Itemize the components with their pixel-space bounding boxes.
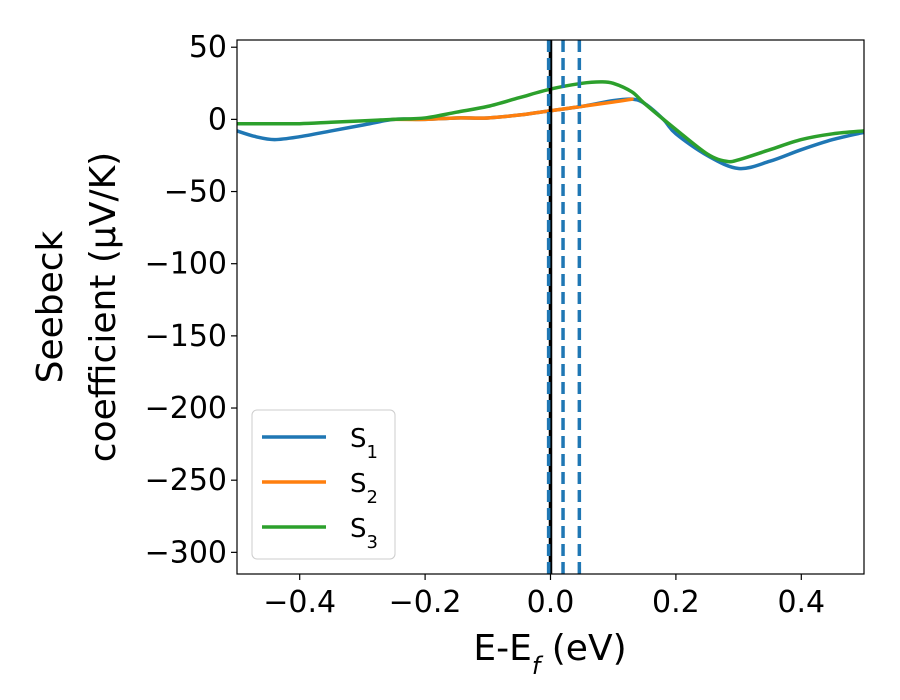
legend-box	[251, 409, 396, 560]
legend-label-s3: S3	[350, 514, 378, 553]
legend: S1 S2 S3	[251, 409, 396, 560]
series-layer	[237, 80, 864, 171]
legend-label-s2: S2	[350, 469, 378, 508]
legend-label-s1: S1	[350, 424, 378, 463]
x-tick-label: −0.4	[263, 585, 336, 620]
y-tick-label: −300	[145, 535, 227, 570]
y-tick-label: −50	[164, 175, 227, 210]
y-tick-label: −250	[145, 463, 227, 498]
y-tick-label: −150	[145, 319, 227, 354]
y-axis-title: Seebeck coefficient (μV/K)	[30, 152, 124, 462]
x-axis-title: E-Ef (eV)	[473, 628, 626, 680]
y-tick-label: 50	[189, 30, 227, 65]
reference-lines	[546, 40, 582, 574]
y-axis-title-line1: Seebeck	[30, 230, 71, 383]
x-tick-label: 0.2	[652, 585, 700, 620]
x-tick-label: −0.2	[389, 585, 462, 620]
y-tick-label: −200	[145, 391, 227, 426]
series-line-s3	[237, 80, 864, 164]
x-axis: −0.4 −0.2 0.0 0.2 0.4	[263, 574, 825, 620]
series-line-s2	[392, 97, 634, 122]
y-tick-label: −100	[145, 247, 227, 282]
x-tick-label: 0.4	[777, 585, 825, 620]
y-tick-label: 0	[208, 102, 227, 137]
y-axis-title-line2: coefficient (μV/K)	[83, 152, 124, 462]
x-tick-label: 0.0	[527, 585, 575, 620]
y-axis: 50 0 −50 −100 −150 −200 −250 −300	[145, 30, 237, 570]
